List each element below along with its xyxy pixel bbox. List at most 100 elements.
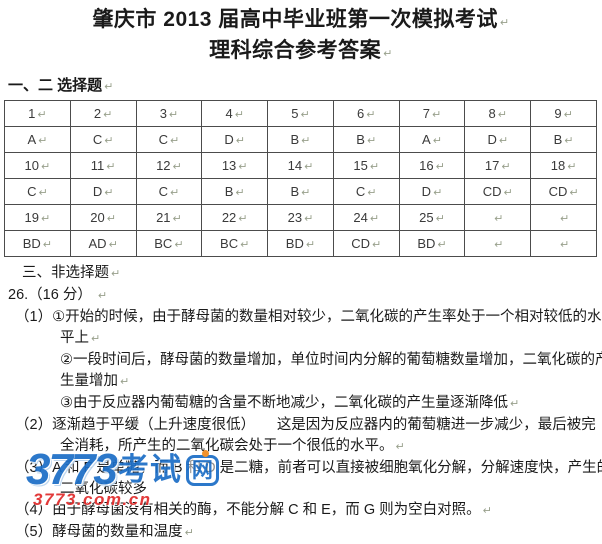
answer-cell: B ↵ <box>530 126 597 153</box>
paragraph-mark: ↵ <box>172 213 182 225</box>
paragraph-mark: ↵ <box>433 187 443 199</box>
answer-cell: 25 ↵ <box>398 204 466 231</box>
paragraph-mark: ↵ <box>482 505 492 517</box>
paragraph-mark: ↵ <box>431 109 442 121</box>
paragraph-mark: ↵ <box>104 187 114 199</box>
answer-text-line: 生量增加 ↵ <box>60 373 130 389</box>
answer-cell: 13 ↵ <box>201 152 269 179</box>
paragraph-mark: ↵ <box>432 135 442 147</box>
answer-cell: B ↵ <box>201 178 269 205</box>
answer-cell: 8 ↵ <box>464 100 532 127</box>
question26-answer-lines: （1）①开始的时候，由于酵母菌的数量相对较少，二氧化碳的产生率处于一个相对较低的… <box>0 307 602 544</box>
answer-cell: 7 ↵ <box>398 100 466 127</box>
paragraph-mark: ↵ <box>106 161 116 173</box>
answer-cell: C ↵ <box>332 178 400 205</box>
answer-cell: BD ↵ <box>267 230 334 257</box>
answer-text-line: 二氧化碳较多 <box>60 481 147 497</box>
paragraph-mark: ↵ <box>120 376 130 388</box>
answer-cell: AD ↵ <box>69 230 137 257</box>
non-choice-section: 三、非选择题 ↵ 26.（16 分） ↵ （1）①开始的时候，由于酵母菌的数量相对… <box>0 263 602 544</box>
answer-cell: D ↵ <box>69 178 137 205</box>
non-choice-heading-text: 三、非选择题 <box>22 265 109 281</box>
answer-text-line: ②一段时间后，酵母菌的数量增加，单位时间内分解的葡萄糖数量增加，二氧化碳的产 <box>60 352 602 368</box>
paragraph-mark: ↵ <box>369 213 380 225</box>
answer-text-line: 全消耗，所产生的二氧化碳会处于一个很低的水平。 ↵ <box>60 438 405 454</box>
answer-cell: C ↵ <box>69 126 137 153</box>
answer-cell: 14 ↵ <box>267 152 334 179</box>
answer-cell: 23 ↵ <box>267 204 334 231</box>
answer-cell: 9 ↵ <box>530 100 597 127</box>
page-title-text: 肇庆市 2013 届高中毕业班第一次模拟考试 <box>92 8 498 31</box>
answer-cell: 2 ↵ <box>69 100 137 127</box>
paragraph-mark: ↵ <box>170 187 180 199</box>
answer-text-line: （1）①开始的时候，由于酵母菌的数量相对较少，二氧化碳的产生率处于一个相对较低的… <box>15 309 602 325</box>
answer-table-row: 1 ↵ 2 ↵ 3 ↵ 4 ↵ 5 ↵ 6 ↵ 7 ↵ 8 ↵ 9 ↵ <box>4 100 597 127</box>
answer-cell: A ↵ <box>398 126 466 153</box>
answer-cell: 6 ↵ <box>332 100 400 127</box>
answer-cell: D ↵ <box>201 126 269 153</box>
paragraph-mark: ↵ <box>41 161 51 173</box>
question26-label-text: 26.（16 分） <box>8 287 96 303</box>
answer-cell: 24 ↵ <box>332 204 400 231</box>
answer-cell: 20 ↵ <box>69 204 137 231</box>
paragraph-mark: ↵ <box>184 527 194 539</box>
answer-cell: B ↵ <box>267 178 334 205</box>
paragraph-mark: ↵ <box>41 213 51 225</box>
paragraph-mark: ↵ <box>238 213 248 225</box>
paragraph-mark: ↵ <box>170 135 180 147</box>
answer-cell: B ↵ <box>267 126 334 153</box>
answer-cell: B ↵ <box>332 126 400 153</box>
answer-cell: D ↵ <box>398 178 466 205</box>
non-choice-heading: 三、非选择题 ↵ <box>0 263 602 285</box>
paragraph-mark: ↵ <box>497 109 507 121</box>
choice-section-heading: 一、二 选择题 ↵ <box>8 74 602 95</box>
answer-cell: D ↵ <box>464 126 532 153</box>
answer-cell: ↵ <box>464 230 532 257</box>
paragraph-mark: ↵ <box>437 239 447 251</box>
paragraph-mark: ↵ <box>503 187 513 199</box>
choice-section-heading-text: 一、二 选择题 <box>8 77 103 94</box>
answer-table: 1 ↵ 2 ↵ 3 ↵ 4 ↵ 5 ↵ 6 ↵ 7 ↵ 8 ↵ 9 ↵ A ↵ C ↵ C ↵ D ↵ B ↵ B ↵ A ↵ D ↵ B ↵ 10 ↵ 1… <box>4 100 597 257</box>
answer-cell: 3 ↵ <box>135 100 203 127</box>
answer-text-line: （3）A 和 F 是单糖，而 B 和 D 是二糖，前者可以直接被细胞氧化分解，分… <box>15 460 602 476</box>
page-title: 肇庆市 2013 届高中毕业班第一次模拟考试 ↵ <box>0 0 602 37</box>
paragraph-mark: ↵ <box>240 239 250 251</box>
answer-cell: CD ↵ <box>464 178 532 205</box>
paragraph-mark: ↵ <box>91 333 101 345</box>
answer-text-line: （4）由于酵母菌没有相关的酶，不能分解 C 和 E，而 G 则为空白对照。 ↵ <box>15 502 492 518</box>
answer-text-line: （2）逐渐趋于平缓（上升速度很低） 这是因为反应器内的葡萄糖进一步减少，最后被完 <box>15 417 596 433</box>
answer-cell: C ↵ <box>135 178 203 205</box>
paragraph-mark: ↵ <box>494 239 504 251</box>
paragraph-mark: ↵ <box>304 213 314 225</box>
paragraph-mark: ↵ <box>301 135 311 147</box>
paragraph-mark: ↵ <box>37 109 47 121</box>
answer-cell: BC ↵ <box>201 230 269 257</box>
paragraph-mark: ↵ <box>383 48 393 60</box>
answer-cell: CD ↵ <box>332 230 400 257</box>
paragraph-mark: ↵ <box>238 161 248 173</box>
paragraph-mark: ↵ <box>510 398 520 410</box>
answer-table-row: BD ↵ AD ↵ BC ↵ BC ↵ BD ↵ CD ↵ BD ↵ ↵ ↵ <box>4 230 597 257</box>
paragraph-mark: ↵ <box>435 161 445 173</box>
paragraph-mark: ↵ <box>367 187 377 199</box>
paragraph-mark: ↵ <box>366 109 376 121</box>
answer-text-line: ③由于反应器内葡萄糖的含量不断地减少，二氧化碳的产生量逐渐降低 ↵ <box>60 395 520 411</box>
answer-cell: 16 ↵ <box>398 152 466 179</box>
paragraph-mark: ↵ <box>559 213 570 225</box>
paragraph-mark: ↵ <box>42 239 53 251</box>
paragraph-mark: ↵ <box>304 161 314 173</box>
paragraph-mark: ↵ <box>103 109 113 121</box>
page-subtitle: 理科综合参考答案 ↵ <box>0 37 602 68</box>
paragraph-mark: ↵ <box>174 239 184 251</box>
paragraph-mark: ↵ <box>38 187 48 199</box>
question26-label: 26.（16 分） ↵ <box>0 285 602 307</box>
paragraph-mark: ↵ <box>235 135 245 147</box>
paragraph-mark: ↵ <box>111 268 121 280</box>
answer-table-row: 19 ↵ 20 ↵ 21 ↵ 22 ↵ 23 ↵ 24 ↵ 25 ↵ ↵ ↵ <box>4 204 597 231</box>
answer-cell: CD ↵ <box>530 178 597 205</box>
answer-cell: BD ↵ <box>398 230 466 257</box>
paragraph-mark: ↵ <box>104 135 114 147</box>
answer-cell: ↵ <box>464 204 532 231</box>
answer-cell: BC ↵ <box>135 230 203 257</box>
